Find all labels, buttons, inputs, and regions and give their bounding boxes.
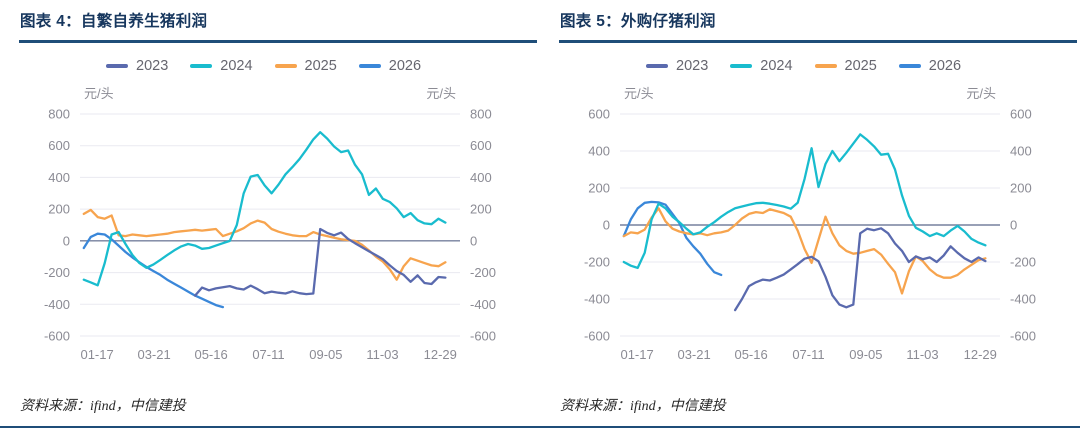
purchased-piglet-profit-chart: 600 600 400 400 200 200 0 0 -200 -200 -400 -400 -600… <box>584 86 1036 362</box>
series-line-2026 <box>82 232 225 309</box>
y-axis-tick-left: -400 <box>44 297 70 312</box>
x-axis-tick: 03-21 <box>677 347 710 362</box>
y-axis-tick-left: -200 <box>584 255 610 270</box>
legend-item-2025: 2025 <box>814 58 877 74</box>
y-axis-tick-right: 200 <box>1010 181 1032 196</box>
x-axis-tick: 11-03 <box>906 347 938 362</box>
series-line-2023 <box>733 227 987 312</box>
series-line-2025 <box>622 207 987 295</box>
y-axis-tick-right: 400 <box>1010 144 1032 159</box>
chart-panel-left: 图表 4：自繁自养生猪利润 2023 2024 2025 2026 800 800 600… <box>19 13 537 414</box>
y-axis-tick-right: 800 <box>470 107 492 122</box>
legend-item-2023: 2023 <box>106 58 168 74</box>
series-line-2026 <box>622 200 723 277</box>
legend-item-2023: 2023 <box>646 58 708 74</box>
self-breeding-pig-profit-chart: 800 800 600 600 400 400 200 200 0 0 -200 -200 -400 -4… <box>44 86 496 362</box>
y-axis-tick-right: 600 <box>1010 107 1032 122</box>
y-axis-tick-right: -200 <box>470 265 496 280</box>
x-axis-tick: 12-29 <box>964 347 997 362</box>
x-axis-tick: 11-03 <box>366 347 398 362</box>
unit-label-left: 元/头 <box>84 86 114 101</box>
y-axis-tick-left: -600 <box>584 329 610 344</box>
y-axis-tick-left: 200 <box>588 181 610 196</box>
legend-swatch-icon <box>898 64 921 68</box>
y-axis-tick-left: 0 <box>603 218 610 233</box>
x-axis-tick: 12-29 <box>424 347 457 362</box>
source-note: 资料来源：ifind，中信建投 <box>20 399 186 414</box>
series-line-2025 <box>82 208 447 281</box>
legend-label: 2026 <box>388 58 422 74</box>
unit-label-right: 元/头 <box>426 86 456 101</box>
y-axis-tick-right: 600 <box>470 138 492 153</box>
legend-swatch-icon <box>730 64 753 68</box>
title-underline <box>19 40 537 43</box>
y-axis-tick-left: 400 <box>48 170 70 185</box>
legend-label: 2025 <box>304 58 337 74</box>
x-axis-tick: 07-11 <box>252 347 284 362</box>
legend-swatch-icon <box>274 64 297 68</box>
y-axis-tick-left: 400 <box>588 144 610 159</box>
y-axis-tick-right: -400 <box>1010 292 1036 307</box>
legend-label: 2026 <box>928 58 962 74</box>
y-axis-tick-right: -600 <box>1010 329 1036 344</box>
x-axis-tick: 03-21 <box>137 347 170 362</box>
unit-label-left: 元/头 <box>624 86 654 101</box>
y-axis-tick-right: -400 <box>470 297 496 312</box>
y-axis-tick-left: -600 <box>44 329 70 344</box>
legend-swatch-icon <box>358 64 381 68</box>
x-axis-tick: 09-05 <box>849 347 882 362</box>
y-axis-tick-right: -600 <box>470 329 496 344</box>
y-axis-tick-left: 200 <box>48 202 70 217</box>
legend-item-2024: 2024 <box>730 58 793 74</box>
series-line-2023 <box>193 227 447 297</box>
series-line-2024 <box>82 131 447 287</box>
chart-panel-right: 图表 5：外购仔猪利润 2023 2024 2025 2026 600 600 400 40… <box>540 0 1080 434</box>
y-axis-tick-left: -200 <box>44 265 70 280</box>
source-note: 资料来源：ifind，中信建投 <box>560 399 726 414</box>
legend-label: 2023 <box>136 58 169 74</box>
legend-swatch-icon <box>646 64 668 68</box>
x-axis-tick: 01-17 <box>80 347 113 362</box>
legend-label: 2025 <box>844 58 877 74</box>
legend-swatch-icon <box>814 64 837 68</box>
x-axis-tick: 05-16 <box>734 347 767 362</box>
title-underline <box>559 40 1077 43</box>
series-line-2024 <box>622 133 987 270</box>
legend-item-2026: 2026 <box>358 58 422 74</box>
legend-swatch-icon <box>106 64 128 68</box>
page-title: 图表 4：自繁自养生猪利润 <box>20 13 208 30</box>
legend-item-2024: 2024 <box>190 58 253 74</box>
y-axis-tick-left: 600 <box>588 107 610 122</box>
x-axis-tick: 09-05 <box>309 347 342 362</box>
unit-label-right: 元/头 <box>966 86 996 101</box>
y-axis-tick-right: -200 <box>1010 255 1036 270</box>
legend-label: 2024 <box>220 58 253 74</box>
y-axis-tick-left: 800 <box>48 107 70 122</box>
legend: 2023 2024 2025 2026 <box>106 58 443 74</box>
legend-label: 2023 <box>676 58 709 74</box>
x-axis-tick: 07-11 <box>792 347 824 362</box>
page-title: 图表 5：外购仔猪利润 <box>560 13 716 30</box>
y-axis-tick-right: 200 <box>470 202 492 217</box>
legend-swatch-icon <box>190 64 213 68</box>
x-axis-tick: 01-17 <box>620 347 653 362</box>
legend: 2023 2024 2025 2026 <box>646 58 983 74</box>
y-axis-tick-left: -400 <box>584 292 610 307</box>
y-axis-tick-left: 600 <box>48 138 70 153</box>
y-axis-tick-right: 0 <box>1010 218 1017 233</box>
y-axis-tick-right: 0 <box>470 233 477 248</box>
y-axis-tick-right: 400 <box>470 170 492 185</box>
legend-item-2025: 2025 <box>274 58 337 74</box>
legend-label: 2024 <box>760 58 793 74</box>
y-axis-tick-left: 0 <box>63 233 70 248</box>
bottom-border <box>0 426 1080 428</box>
x-axis-tick: 05-16 <box>194 347 227 362</box>
legend-item-2026: 2026 <box>898 58 962 74</box>
